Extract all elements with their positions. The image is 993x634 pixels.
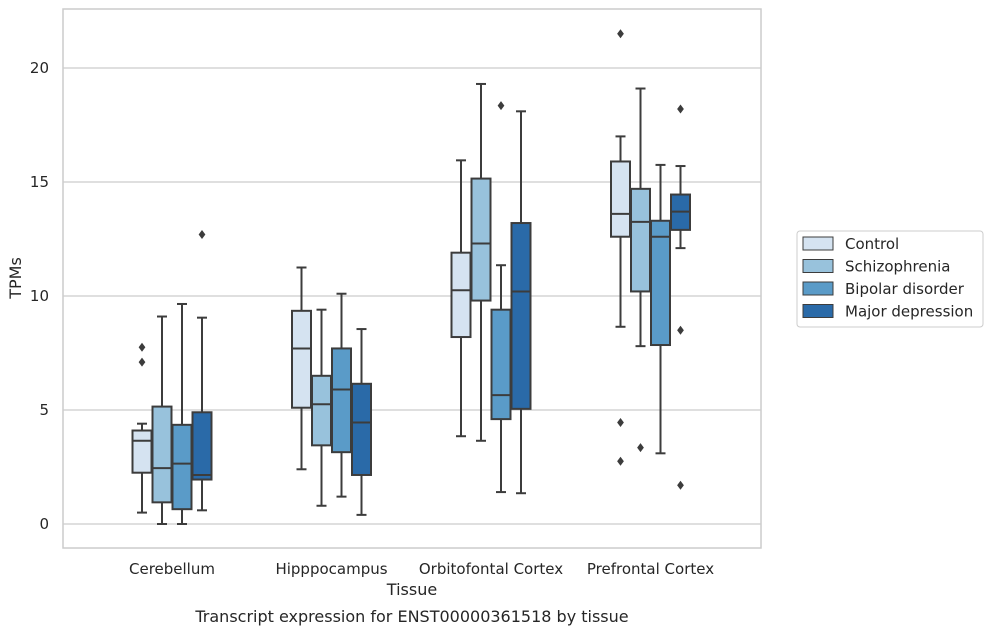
outlier-point xyxy=(677,104,684,114)
x-tick-label: Cerebellum xyxy=(129,560,215,578)
box-plot xyxy=(151,315,173,525)
box-plot xyxy=(191,229,213,512)
iqr-box xyxy=(151,405,173,504)
y-tick-label: 20 xyxy=(30,59,49,77)
legend-frame xyxy=(796,230,984,328)
y-axis-title: TPMs xyxy=(6,257,25,300)
y-gridlines xyxy=(63,67,761,525)
iqr-box xyxy=(650,219,671,347)
box-plot xyxy=(171,302,193,525)
y-tick-label: 15 xyxy=(30,173,49,191)
x-tick-labels: Cerebellum Hipppocampus Orbitofontal Corte… xyxy=(129,560,714,578)
iqr-box xyxy=(331,347,352,454)
x-tick-label: Orbitofontal Cortex xyxy=(419,560,563,578)
iqr-box xyxy=(171,423,193,511)
y-tick-label: 5 xyxy=(39,401,49,419)
legend-swatch xyxy=(802,259,834,273)
x-tick-label: Prefrontal Cortex xyxy=(587,560,714,578)
legend-label: Bipolar disorder xyxy=(845,280,965,298)
legend-label: Control xyxy=(845,235,899,253)
iqr-box xyxy=(490,308,512,421)
box-plot xyxy=(331,292,352,498)
box-plot xyxy=(291,266,312,471)
outlier-point xyxy=(138,357,146,367)
legend-swatch xyxy=(802,304,834,318)
iqr-box xyxy=(510,222,532,410)
iqr-box xyxy=(131,429,153,474)
box-plot xyxy=(670,104,691,490)
box-plot xyxy=(650,163,671,455)
box-plot xyxy=(630,87,651,453)
iqr-box xyxy=(450,251,472,339)
box-plot xyxy=(311,308,332,507)
iqr-box xyxy=(191,411,213,481)
chart-caption: Transcript expression for ENST0000036151… xyxy=(194,607,628,626)
plot-frame xyxy=(62,8,762,549)
outlier-point xyxy=(677,480,684,490)
iqr-box xyxy=(610,160,631,238)
box-plot xyxy=(131,342,153,514)
y-tick-labels: 0 5 10 15 20 xyxy=(30,59,49,533)
box-plot xyxy=(610,29,631,466)
box-plots xyxy=(131,29,691,525)
outlier-point xyxy=(677,325,684,335)
legend-label: Schizophrenia xyxy=(845,258,950,276)
iqr-box xyxy=(311,374,332,447)
legend-swatch xyxy=(802,236,834,251)
y-tick-label: 0 xyxy=(39,515,49,533)
x-tick-label: Hipppocampus xyxy=(275,560,387,578)
x-axis-title: Tissue xyxy=(386,580,437,599)
y-tick-label: 10 xyxy=(30,287,49,305)
box-plot xyxy=(351,328,372,516)
legend-label: Major depression xyxy=(845,303,973,321)
box-plot xyxy=(450,159,472,438)
iqr-box xyxy=(291,309,312,409)
legend: Control Schizophrenia Bipolar disorder Majo… xyxy=(796,230,984,328)
outlier-point xyxy=(617,29,624,39)
outlier-point xyxy=(497,101,505,111)
outlier-point xyxy=(617,418,624,428)
legend-swatch xyxy=(802,281,834,296)
outlier-point xyxy=(198,229,206,239)
box-plot xyxy=(510,110,532,495)
outlier-point xyxy=(637,443,644,453)
outlier-point xyxy=(138,342,146,352)
iqr-box xyxy=(630,187,651,293)
outlier-point xyxy=(617,456,624,466)
iqr-box xyxy=(470,177,492,302)
iqr-box xyxy=(351,382,372,476)
box-plot xyxy=(470,82,492,442)
